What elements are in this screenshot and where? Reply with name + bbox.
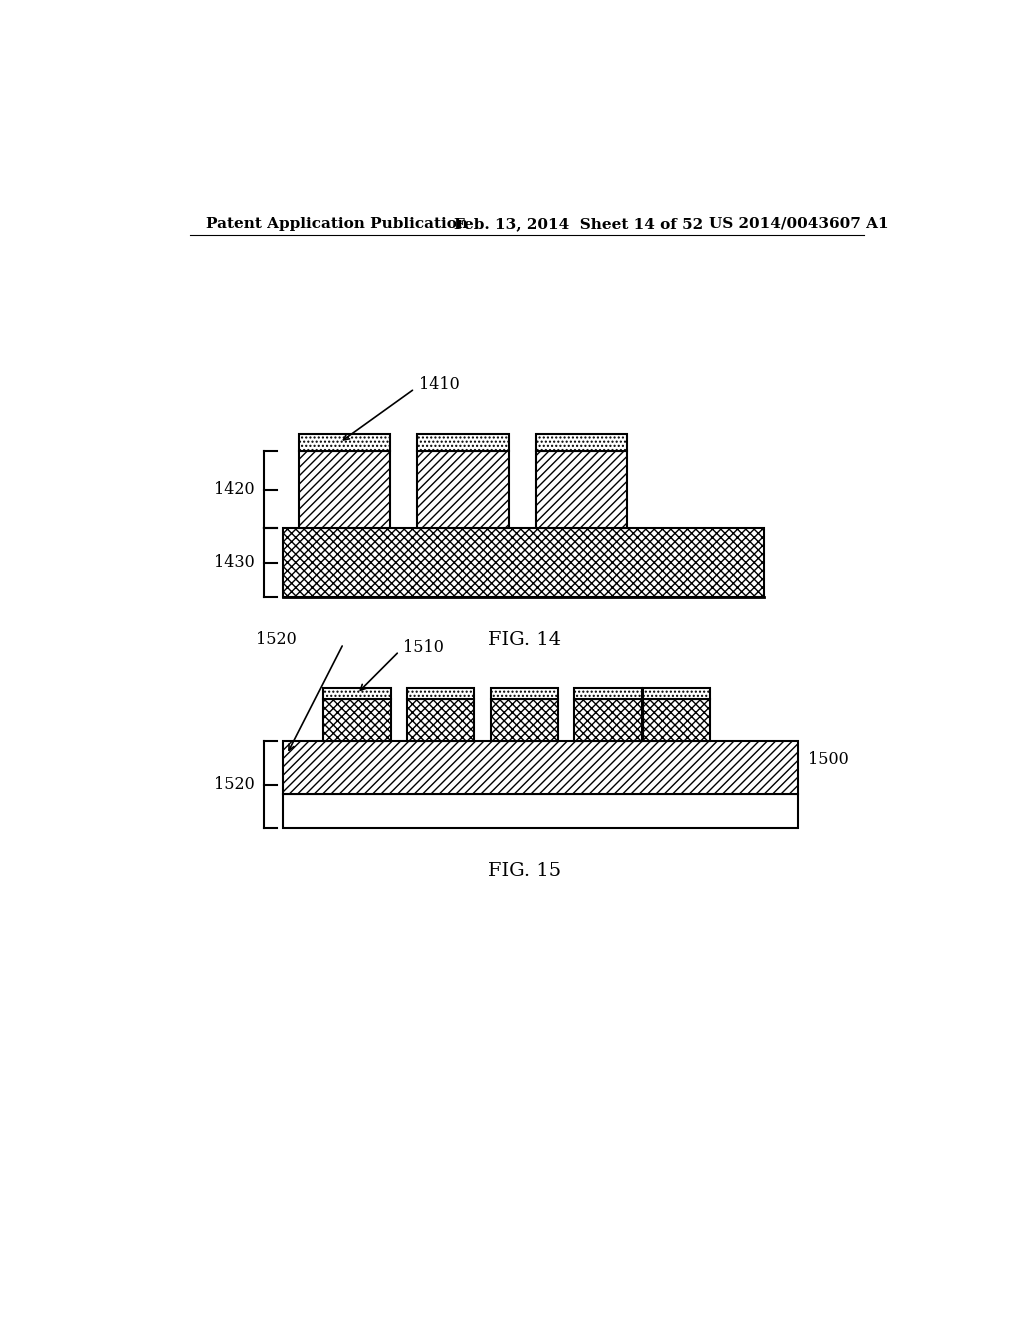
- Text: 1430: 1430: [214, 554, 254, 572]
- Text: 1510: 1510: [403, 639, 444, 656]
- Bar: [299, 451, 390, 528]
- Text: 1520: 1520: [214, 776, 254, 793]
- Text: 1520: 1520: [256, 631, 297, 648]
- Text: FIG. 15: FIG. 15: [488, 862, 561, 879]
- Bar: [283, 528, 764, 598]
- Text: Feb. 13, 2014  Sheet 14 of 52: Feb. 13, 2014 Sheet 14 of 52: [454, 216, 702, 231]
- Text: FIG. 14: FIG. 14: [488, 631, 561, 648]
- Bar: [490, 700, 558, 742]
- Bar: [490, 688, 558, 700]
- Bar: [407, 700, 474, 742]
- Bar: [643, 700, 710, 742]
- Text: 1500: 1500: [808, 751, 849, 767]
- Bar: [283, 793, 799, 829]
- Text: Patent Application Publication: Patent Application Publication: [206, 216, 468, 231]
- Bar: [643, 688, 710, 700]
- Bar: [417, 434, 509, 451]
- Bar: [574, 688, 642, 700]
- Bar: [299, 434, 390, 451]
- Bar: [324, 688, 391, 700]
- Bar: [536, 434, 627, 451]
- Bar: [536, 451, 627, 528]
- Text: US 2014/0043607 A1: US 2014/0043607 A1: [710, 216, 889, 231]
- Bar: [407, 688, 474, 700]
- Text: 1420: 1420: [214, 480, 254, 498]
- Bar: [417, 451, 509, 528]
- Text: 1410: 1410: [419, 376, 460, 393]
- Bar: [574, 700, 642, 742]
- Bar: [324, 700, 391, 742]
- Bar: [283, 742, 799, 793]
